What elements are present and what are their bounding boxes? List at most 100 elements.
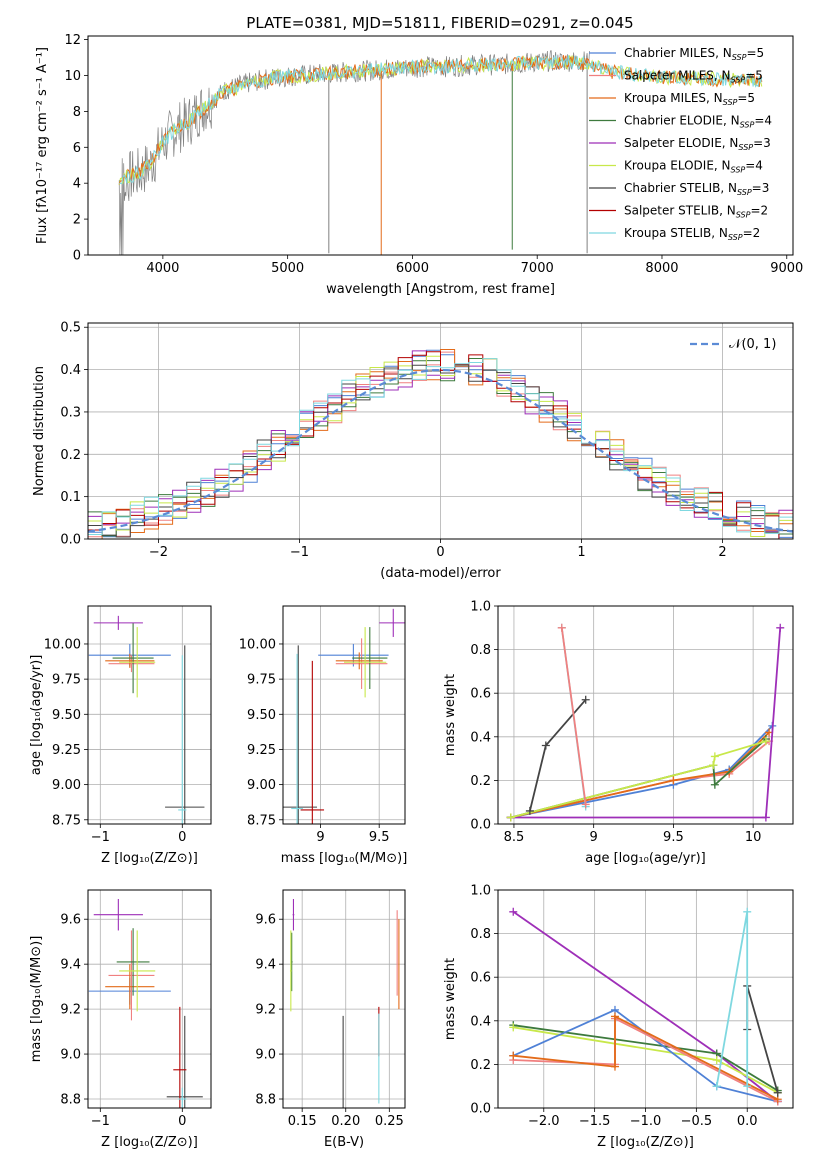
y-tick-label: 2	[73, 213, 81, 228]
model-spectrum-kroupa_stelib	[119, 54, 763, 185]
y-axis-label: Flux [fλ10⁻¹⁷ erg cm⁻² s⁻¹ A⁻¹]	[35, 47, 50, 244]
y-tick-label: 9.4	[60, 958, 81, 973]
histogram-kroupa_stelib	[88, 358, 793, 538]
legend-label-kroupa_stelib: Kroupa STELIB, NSSP=2	[624, 226, 760, 242]
weight-marker-salpeter_elodie	[776, 623, 785, 632]
y-tick-label: 0.8	[470, 643, 491, 658]
weight-marker-chabrier_stelib	[581, 695, 590, 704]
x-tick-label: 6000	[396, 261, 429, 276]
y-tick-label: 0.4	[470, 1014, 491, 1029]
y-tick-label: 0.0	[470, 1102, 491, 1117]
plot-frame	[497, 889, 794, 1109]
y-tick-label: 9.2	[60, 1003, 81, 1018]
y-tick-label: 0.3	[60, 405, 81, 420]
model-spectrum-kroupa_miles	[118, 55, 763, 185]
weight-marker-kroupa_stelib	[712, 1082, 721, 1091]
residual-histogram-panel: −2 −1 0 1 2 0.0 0.1 0.2 0.3 0.4 0.5 (data-model)/er…	[32, 321, 794, 581]
weight-marker-chabrier_elodie	[710, 780, 719, 789]
y-tick-label: 12	[64, 33, 81, 48]
y-tick-label: 0.0	[470, 818, 491, 833]
y-tick-label: 9.2	[255, 1003, 276, 1018]
y-tick-label: 8.75	[52, 813, 81, 828]
y-tick-label: 8.8	[255, 1093, 276, 1108]
x-tick-label: 9.5	[663, 830, 684, 845]
weight-marker-kroupa_elodie	[761, 737, 770, 746]
weight-marker-kroupa_stelib	[743, 1082, 752, 1091]
plot-area	[118, 50, 763, 255]
y-tick-label: 0	[73, 249, 81, 264]
x-tick-label: 0.20	[331, 1114, 360, 1129]
x-tick-label: 8000	[645, 261, 678, 276]
y-tick-label: 0.8	[470, 927, 491, 942]
x-tick-label: 0.25	[375, 1114, 404, 1129]
plot-area	[88, 349, 793, 539]
weight-marker-kroupa_stelib	[743, 907, 752, 916]
y-tick-label: 0.1	[60, 490, 81, 505]
y-tick-label: 10	[64, 69, 81, 84]
x-tick-label: 0	[436, 545, 444, 560]
x-tick-label: 1	[577, 545, 585, 560]
x-tick-label: 0.0	[737, 1114, 758, 1129]
x-tick-label: −1	[91, 830, 110, 845]
weight-marker-kroupa_elodie	[506, 813, 515, 822]
y-axis-label: mass weight	[443, 958, 458, 1040]
legend-label-chabrier_miles: Chabrier MILES, NSSP=5	[624, 46, 764, 62]
plot-area	[88, 898, 203, 1108]
weight-marker-kroupa_miles	[610, 1012, 619, 1021]
legend-label-kroupa_miles: Kroupa MILES, NSSP=5	[624, 91, 755, 107]
y-tick-label: 0.2	[470, 1058, 491, 1073]
plot-area	[88, 615, 205, 824]
y-tick-label: 0.2	[60, 448, 81, 463]
legend-label-salpeter_miles: Salpeter MILES, NSSP=5	[624, 69, 763, 85]
x-tick-label: 0.15	[288, 1114, 317, 1129]
legend-subscript: SSP	[732, 53, 747, 62]
weight-line-chabrier_stelib	[529, 699, 587, 812]
weight-line-kroupa_elodie	[510, 740, 767, 819]
y-tick-label: 9.25	[247, 743, 276, 758]
legend-subscript: SSP	[738, 143, 753, 152]
y-tick-label: 8	[73, 105, 81, 120]
x-axis-label: mass [log₁₀(M/M⊙)]	[281, 851, 408, 866]
y-tick-label: 9.0	[255, 1048, 276, 1063]
legend-value: =3	[752, 181, 770, 195]
weight-marker-kroupa_elodie	[712, 1056, 721, 1065]
x-tick-label: 8.5	[504, 830, 525, 845]
weight-marker-kroupa_elodie	[710, 752, 719, 761]
weight-marker-kroupa_miles	[610, 1062, 619, 1071]
weight-line-kroupa_stelib	[715, 911, 749, 1087]
x-tick-label: −1.0	[630, 1114, 662, 1129]
legend-value: =5	[745, 69, 763, 83]
x-axis-label: (data-model)/error	[380, 566, 501, 581]
plot-frame	[87, 605, 212, 825]
y-tick-label: 0.0	[60, 533, 81, 548]
y-tick-label: 10.00	[44, 637, 81, 652]
y-tick-label: 0.6	[470, 687, 491, 702]
x-tick-label: 9	[590, 830, 598, 845]
legend-label-chabrier_elodie: Chabrier ELODIE, NSSP=4	[624, 114, 772, 130]
legend-label-chabrier_stelib: Chabrier STELIB, NSSP=3	[624, 181, 769, 197]
legend-value: =4	[745, 159, 763, 173]
weight-line-kroupa_miles	[510, 731, 770, 819]
weight-line-chabrier_elodie	[510, 738, 767, 819]
weight-marker-chabrier_stelib	[525, 806, 534, 815]
x-tick-label: −1.5	[579, 1114, 611, 1129]
age-weight-panel: 8.5 9 9.5 10 0.0 0.2 0.4 0.6 0.8 1.0 age [log₁₀(ag…	[443, 600, 794, 866]
plot-area	[506, 623, 785, 822]
plot-frame	[87, 889, 212, 1109]
legend-value: =2	[743, 226, 761, 240]
plot-frame	[497, 605, 794, 825]
plot-frame	[282, 889, 406, 1109]
y-tick-label: 9.00	[247, 778, 276, 793]
weight-marker-salpeter_miles	[581, 800, 590, 809]
legend-subscript: SSP	[723, 98, 738, 107]
weight-marker-kroupa_miles	[509, 1051, 518, 1060]
legend-value: =3	[753, 136, 771, 150]
y-tick-label: 9.75	[247, 673, 276, 688]
weight-line-chabrier_stelib	[746, 985, 779, 1093]
y-tick-label: 0.4	[470, 730, 491, 745]
plot-area	[289, 898, 400, 1108]
x-axis-label: E(B-V)	[324, 1135, 364, 1150]
y-tick-label: 9.6	[255, 913, 276, 928]
z-weight-panel: −2.0 −1.5 −1.0 −0.5 0.0 0.0 0.2 0.4 0.6 0.8 1.0 Z […	[443, 884, 794, 1150]
legend-value: =2	[750, 204, 768, 218]
